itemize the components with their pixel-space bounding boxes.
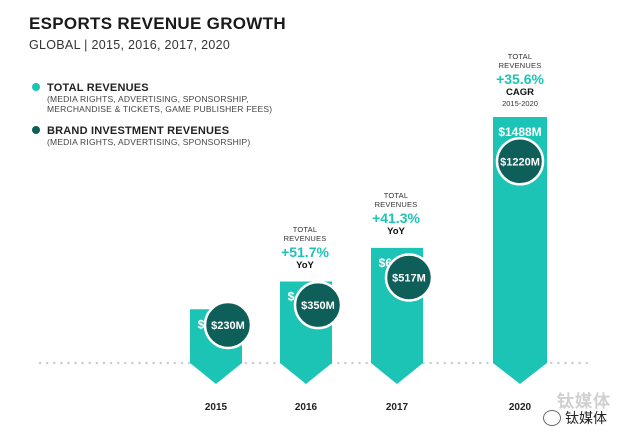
chart-title: ESPORTS REVENUE GROWTH: [29, 14, 286, 33]
annotation-line1: TOTAL: [507, 52, 533, 61]
brand-investment-marker-2016: [293, 280, 343, 330]
annotation-tag: CAGR: [506, 87, 534, 98]
annotation-line1: TOTAL: [383, 191, 409, 200]
annotation-range: 2015-2020: [502, 99, 538, 108]
annotation-line2: REVENUES: [498, 61, 542, 70]
legend-item-total: TOTAL REVENUES (MEDIA RIGHTS, ADVERTISIN…: [32, 82, 272, 114]
annotation-line2: REVENUES: [374, 200, 418, 209]
x-tick-label-2017: 2017: [386, 402, 409, 413]
x-tick-label-2015: 2015: [205, 402, 228, 413]
legend: TOTAL REVENUES (MEDIA RIGHTS, ADVERTISIN…: [32, 82, 272, 158]
brand-investment-label-2015: $230M: [211, 320, 245, 332]
brand-investment-label-2020: $1220M: [500, 156, 540, 168]
brand-investment-marker-2017: [384, 253, 434, 302]
chart-subtitle: GLOBAL | 2015, 2016, 2017, 2020: [29, 38, 231, 52]
annotation-pct: +35.6%: [496, 71, 544, 87]
annotation-tag: YoY: [387, 226, 405, 237]
legend-dot-total: [32, 83, 40, 91]
legend-desc-total-2: MERCHANDISE & TICKETS, GAME PUBLISHER FE…: [47, 104, 273, 114]
legend-title-total: TOTAL REVENUES: [47, 82, 149, 94]
wechat-text: 钛媒体: [565, 410, 607, 426]
annotation-pct: +41.3%: [372, 210, 420, 226]
total-revenue-bar-2020: [493, 117, 547, 384]
wechat-badge: 钛媒体: [543, 408, 607, 428]
annotation-line2: REVENUES: [283, 234, 327, 243]
brand-investment-marker-2020: [495, 137, 545, 186]
legend-dot-brand: [32, 126, 40, 134]
legend-item-brand: BRAND INVESTMENT REVENUES (MEDIA RIGHTS,…: [32, 125, 272, 147]
annotation-pct: +51.7%: [281, 244, 329, 260]
annotation-line1: TOTAL: [292, 225, 318, 234]
total-revenue-label-2020: $1488M: [498, 125, 541, 139]
watermark-text: 钛媒体: [557, 392, 611, 411]
x-tick-label-2016: 2016: [295, 402, 318, 413]
annotation-tag: YoY: [296, 260, 314, 271]
brand-investment-marker-2015: [203, 300, 253, 350]
legend-desc-total-1: (MEDIA RIGHTS, ADVERTISING, SPONSORSHIP,: [47, 94, 249, 104]
x-tick-label-2020: 2020: [509, 402, 532, 413]
annotation-2020: TOTAL REVENUES +35.6% CAGR 2015-2020: [470, 52, 570, 108]
brand-investment-label-2017: $517M: [392, 273, 426, 285]
legend-title-brand: BRAND INVESTMENT REVENUES: [47, 125, 230, 137]
brand-investment-label-2016: $350M: [301, 300, 335, 312]
wechat-icon: [543, 410, 561, 426]
annotation-2016: TOTAL REVENUES +51.7% YoY: [255, 225, 355, 272]
annotation-2017: TOTAL REVENUES +41.3% YoY: [346, 191, 446, 238]
legend-desc-brand-1: (MEDIA RIGHTS, ADVERTISING, SPONSORSHIP): [47, 137, 251, 147]
